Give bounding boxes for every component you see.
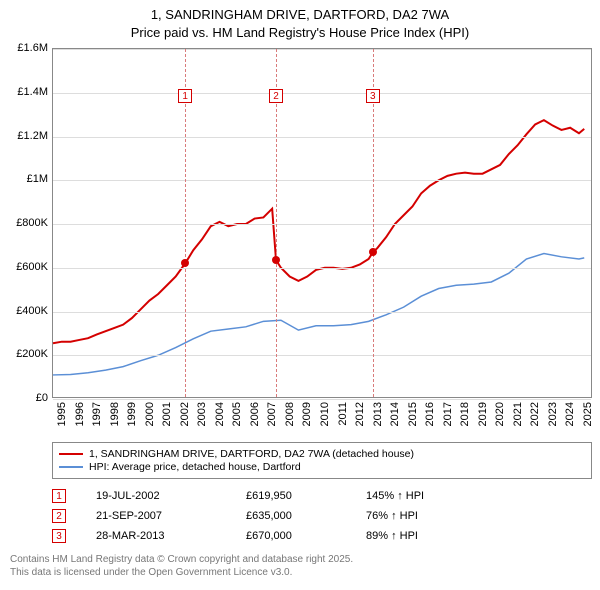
- x-tick-label: 2009: [301, 402, 313, 426]
- x-tick-label: 2006: [249, 402, 261, 426]
- y-tick-label: £1.6M: [2, 42, 48, 54]
- legend: 1, SANDRINGHAM DRIVE, DARTFORD, DA2 7WA …: [52, 442, 592, 479]
- x-tick-label: 2023: [547, 402, 559, 426]
- x-tick-label: 2000: [144, 402, 156, 426]
- x-tick-label: 2008: [284, 402, 296, 426]
- y-tick-label: £400K: [2, 305, 48, 317]
- sales-row-badge: 2: [52, 509, 66, 523]
- y-tick-label: £200K: [2, 348, 48, 360]
- x-tick-label: 2004: [214, 402, 226, 426]
- x-tick-label: 2020: [494, 402, 506, 426]
- sales-row-hpi: 76% ↑ HPI: [366, 510, 486, 522]
- x-tick-label: 2016: [424, 402, 436, 426]
- sales-row-date: 21-SEP-2007: [96, 510, 246, 522]
- x-tick-label: 2014: [389, 402, 401, 426]
- gridline-h: [53, 137, 591, 138]
- x-tick-label: 2013: [372, 402, 384, 426]
- sales-row-date: 28-MAR-2013: [96, 530, 246, 542]
- sales-row: 2 21-SEP-2007£635,00076% ↑ HPI: [52, 506, 592, 526]
- x-tick-label: 2010: [319, 402, 331, 426]
- title-line-2: Price paid vs. HM Land Registry's House …: [0, 24, 600, 42]
- legend-row: 1, SANDRINGHAM DRIVE, DARTFORD, DA2 7WA …: [59, 448, 585, 460]
- sales-row: 3 28-MAR-2013£670,00089% ↑ HPI: [52, 526, 592, 546]
- sales-table: 1 19-JUL-2002£619,950145% ↑ HPI 2 21-SEP-20…: [52, 486, 592, 546]
- y-tick-label: £0: [2, 392, 48, 404]
- x-tick-label: 1995: [56, 402, 68, 426]
- x-tick-label: 2025: [582, 402, 594, 426]
- footer: Contains HM Land Registry data © Crown c…: [10, 554, 590, 579]
- x-tick-label: 2012: [354, 402, 366, 426]
- sale-marker-dot: [272, 256, 280, 264]
- x-tick-label: 2017: [442, 402, 454, 426]
- sales-row-badge: 1: [52, 489, 66, 503]
- sale-marker-badge: 2: [269, 89, 283, 103]
- gridline-h: [53, 180, 591, 181]
- footer-line-2: This data is licensed under the Open Gov…: [10, 567, 590, 580]
- sales-row-price: £635,000: [246, 510, 366, 522]
- legend-label: HPI: Average price, detached house, Dart…: [89, 461, 301, 473]
- chart-plot-area: 1 2 3: [52, 48, 592, 398]
- y-tick-label: £1M: [2, 173, 48, 185]
- sale-marker-badge: 1: [178, 89, 192, 103]
- y-tick-label: £600K: [2, 261, 48, 273]
- gridline-h: [53, 355, 591, 356]
- legend-swatch: [59, 466, 83, 468]
- sales-row-badge: 3: [52, 529, 66, 543]
- sales-row-hpi: 145% ↑ HPI: [366, 490, 486, 502]
- y-tick-label: £800K: [2, 217, 48, 229]
- x-tick-label: 2022: [529, 402, 541, 426]
- gridline-h: [53, 93, 591, 94]
- sales-row-price: £670,000: [246, 530, 366, 542]
- x-tick-label: 1998: [109, 402, 121, 426]
- sale-marker-dot: [181, 259, 189, 267]
- chart-svg: [53, 49, 591, 397]
- sales-row: 1 19-JUL-2002£619,950145% ↑ HPI: [52, 486, 592, 506]
- sales-row-price: £619,950: [246, 490, 366, 502]
- y-tick-label: £1.4M: [2, 86, 48, 98]
- gridline-h: [53, 399, 591, 400]
- footer-line-1: Contains HM Land Registry data © Crown c…: [10, 554, 590, 567]
- x-tick-label: 2002: [179, 402, 191, 426]
- legend-label: 1, SANDRINGHAM DRIVE, DARTFORD, DA2 7WA …: [89, 448, 414, 460]
- sales-row-date: 19-JUL-2002: [96, 490, 246, 502]
- x-tick-label: 2021: [512, 402, 524, 426]
- x-tick-label: 1999: [126, 402, 138, 426]
- y-tick-label: £1.2M: [2, 130, 48, 142]
- series-hpi: [53, 254, 584, 375]
- gridline-h: [53, 224, 591, 225]
- gridline-h: [53, 49, 591, 50]
- x-tick-label: 1997: [91, 402, 103, 426]
- sales-row-hpi: 89% ↑ HPI: [366, 530, 486, 542]
- x-tick-label: 2018: [459, 402, 471, 426]
- legend-swatch: [59, 453, 83, 455]
- title-block: 1, SANDRINGHAM DRIVE, DARTFORD, DA2 7WA …: [0, 0, 600, 41]
- x-tick-label: 2007: [266, 402, 278, 426]
- x-tick-label: 2005: [231, 402, 243, 426]
- x-tick-label: 2011: [337, 402, 349, 426]
- sale-marker-badge: 3: [366, 89, 380, 103]
- title-line-1: 1, SANDRINGHAM DRIVE, DARTFORD, DA2 7WA: [0, 6, 600, 24]
- x-tick-label: 2001: [161, 402, 173, 426]
- x-tick-label: 2019: [477, 402, 489, 426]
- sale-marker-dot: [369, 248, 377, 256]
- gridline-h: [53, 268, 591, 269]
- legend-row: HPI: Average price, detached house, Dart…: [59, 461, 585, 473]
- x-tick-label: 2024: [564, 402, 576, 426]
- x-tick-label: 2015: [407, 402, 419, 426]
- x-tick-label: 2003: [196, 402, 208, 426]
- series-subject: [53, 120, 584, 343]
- x-tick-label: 1996: [74, 402, 86, 426]
- gridline-h: [53, 312, 591, 313]
